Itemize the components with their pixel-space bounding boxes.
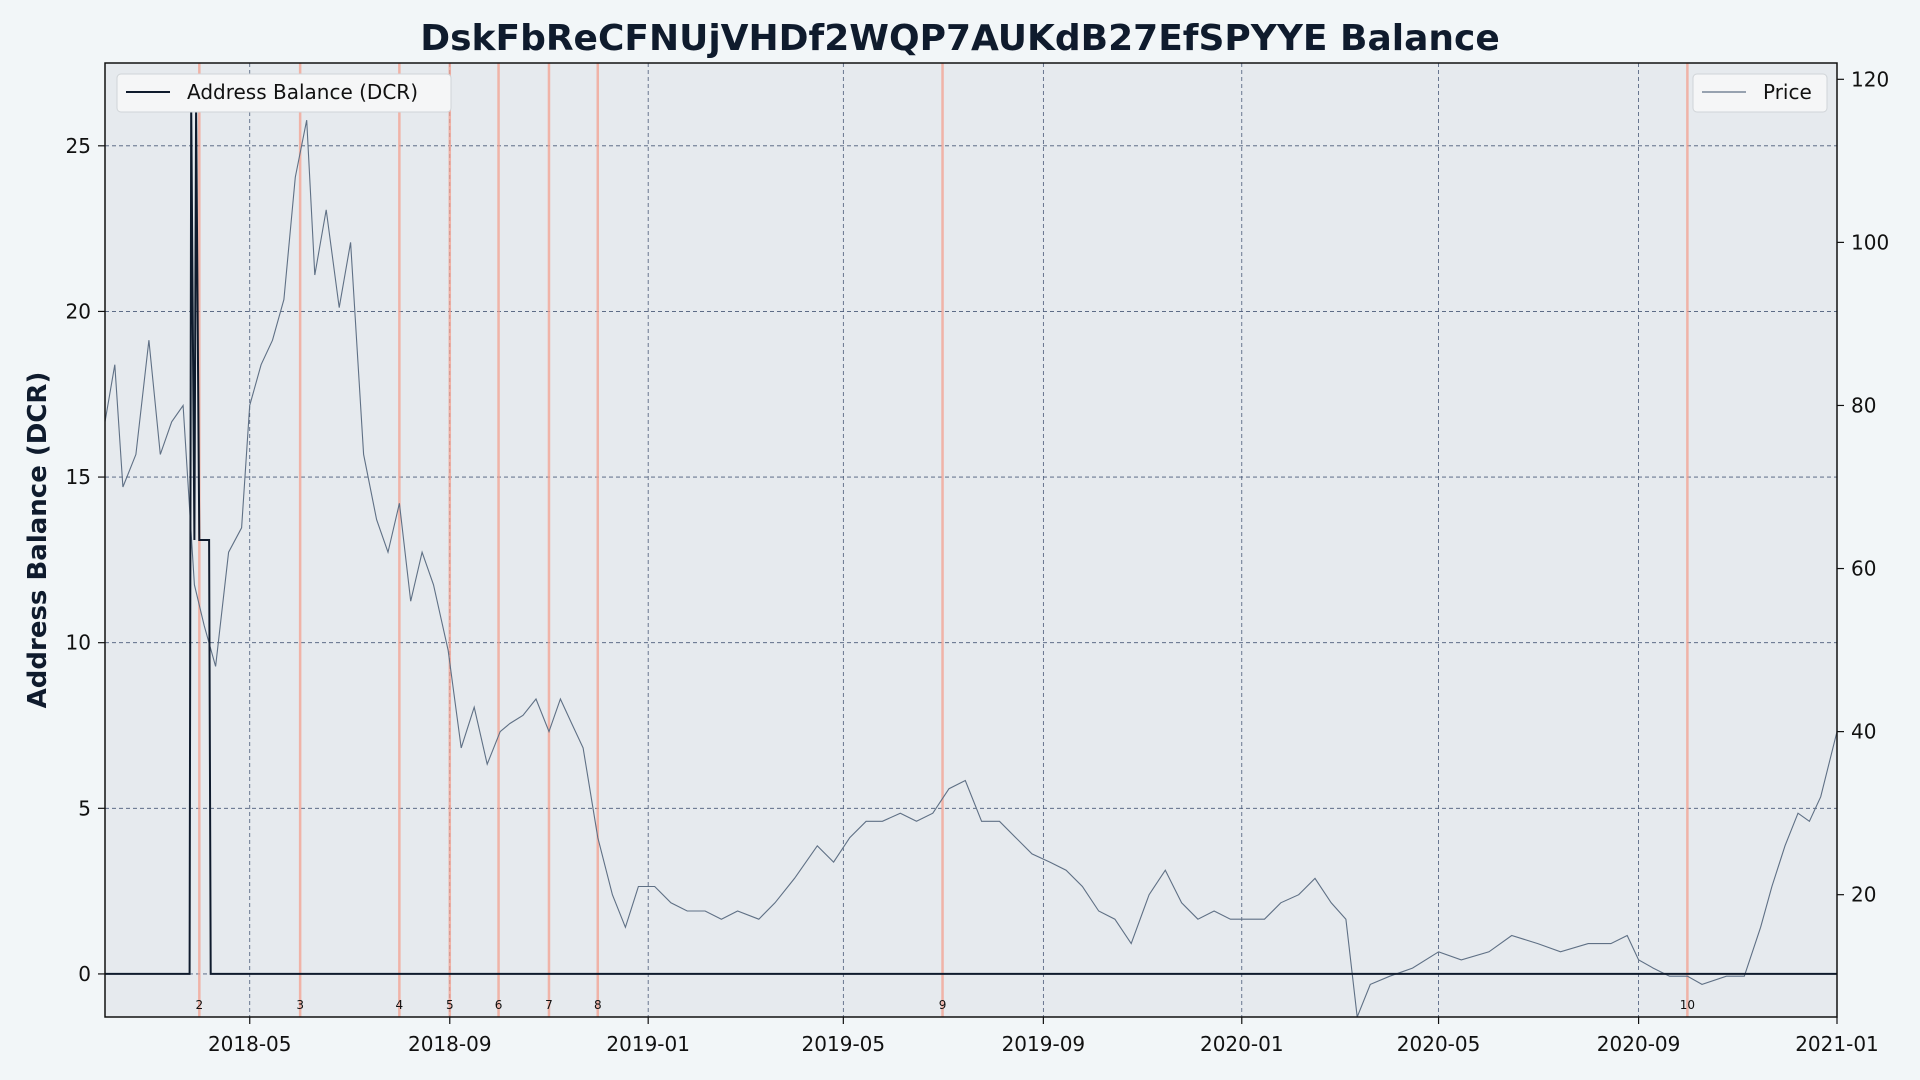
x-tick-label: 2020-05 bbox=[1397, 1032, 1481, 1056]
y2-tick-label: 120 bbox=[1851, 67, 1889, 91]
event-label: 9 bbox=[939, 998, 947, 1012]
balance-series bbox=[105, 106, 1837, 975]
event-label: 10 bbox=[1680, 998, 1695, 1012]
event-label: 7 bbox=[545, 998, 553, 1012]
axes: 2018-05 2018-09 2019-01 2019-05 2019-09 2020-… bbox=[66, 67, 1890, 1056]
y-tick-label: 5 bbox=[78, 796, 91, 820]
plot-area bbox=[105, 63, 1837, 1017]
plot-frame bbox=[104, 62, 1838, 1018]
event-label: 3 bbox=[296, 998, 304, 1012]
event-label: 4 bbox=[396, 998, 404, 1012]
y-tick-label: 15 bbox=[66, 465, 91, 489]
x-tick-label: 2021-01 bbox=[1795, 1032, 1879, 1056]
x-tick-label: 2019-01 bbox=[606, 1032, 690, 1056]
y-axis-label: Address Balance (DCR) bbox=[23, 372, 53, 709]
chart-title: DskFbReCFNUjVHDf2WQP7AUKdB27EfSPYYE Bala… bbox=[420, 18, 1500, 59]
x-tick-label: 2018-05 bbox=[208, 1032, 292, 1056]
y2-tick-label: 40 bbox=[1851, 720, 1876, 744]
x-tick-label: 2020-01 bbox=[1200, 1032, 1284, 1056]
legend-balance-label: Address Balance (DCR) bbox=[187, 80, 418, 104]
event-label: 5 bbox=[446, 998, 454, 1012]
y-tick-label: 0 bbox=[78, 962, 91, 986]
event-label: 6 bbox=[495, 998, 503, 1012]
balance-line bbox=[105, 106, 1837, 975]
x-tick-label: 2019-05 bbox=[802, 1032, 886, 1056]
legend-price-label: Price bbox=[1763, 80, 1812, 104]
y2-tick-label: 100 bbox=[1851, 230, 1889, 254]
legend-balance-box bbox=[116, 73, 452, 113]
x-tick-label: 2019-09 bbox=[1002, 1032, 1086, 1056]
legend-price: Price bbox=[1692, 73, 1828, 113]
y-tick-label: 20 bbox=[66, 299, 91, 323]
price-series bbox=[104, 119, 1838, 1018]
y-tick-label: 25 bbox=[66, 134, 91, 158]
x-tick-label: 2018-09 bbox=[408, 1032, 492, 1056]
legend-price-box bbox=[1692, 73, 1828, 113]
x-tick-label: 2020-09 bbox=[1597, 1032, 1681, 1056]
event-label: 8 bbox=[594, 998, 602, 1012]
price-line bbox=[104, 119, 1838, 1018]
event-lines bbox=[198, 63, 1689, 1017]
y-tick-label: 10 bbox=[66, 631, 91, 655]
event-label: 2 bbox=[196, 998, 204, 1012]
y2-tick-label: 60 bbox=[1851, 557, 1876, 581]
event-labels: 2 3 4 5 6 7 8 9 10 bbox=[196, 998, 1696, 1012]
legend-balance: Address Balance (DCR) bbox=[116, 73, 452, 113]
y2-tick-label: 20 bbox=[1851, 883, 1876, 907]
y2-tick-label: 80 bbox=[1851, 393, 1876, 417]
